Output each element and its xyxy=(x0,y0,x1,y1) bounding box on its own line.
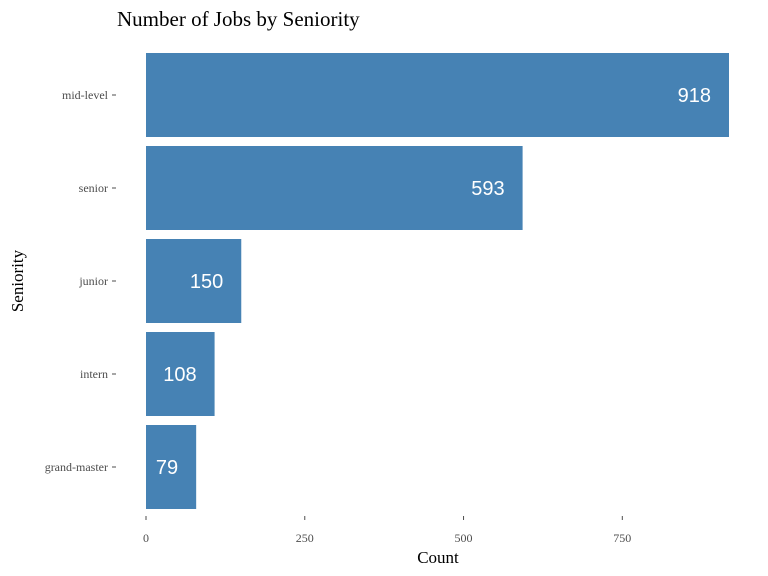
y-tick-label: junior xyxy=(78,274,108,288)
bar-value-label: 918 xyxy=(678,85,711,107)
y-axis: mid-level senior junior intern grand-master xyxy=(45,88,116,474)
y-tick-label: grand-master xyxy=(45,460,108,474)
bar-junior xyxy=(146,239,242,323)
bars-group xyxy=(146,53,729,509)
bar-value-label: 108 xyxy=(163,364,196,386)
y-tick-label: intern xyxy=(80,367,108,381)
bar-intern xyxy=(146,332,215,416)
bar-mid-level xyxy=(146,53,729,137)
x-axis: 0 250 500 750 xyxy=(143,516,631,545)
y-tick-label: mid-level xyxy=(62,88,109,102)
x-tick-label: 500 xyxy=(455,531,473,545)
bar-grand-master xyxy=(146,425,197,509)
bar-senior xyxy=(146,146,523,230)
x-tick-label: 250 xyxy=(296,531,314,545)
x-tick-label: 0 xyxy=(143,531,149,545)
chart-title: Number of Jobs by Seniority xyxy=(117,7,360,31)
x-axis-title: Count xyxy=(417,548,459,567)
bar-value-label: 150 xyxy=(190,271,223,293)
bar-value-label: 593 xyxy=(471,178,504,200)
bar-value-label: 79 xyxy=(156,457,178,479)
x-tick-label: 750 xyxy=(613,531,631,545)
y-axis-title: Seniority xyxy=(8,249,27,312)
y-tick-label: senior xyxy=(79,181,108,195)
bar-labels-group: 918 593 150 108 79 xyxy=(156,85,711,479)
